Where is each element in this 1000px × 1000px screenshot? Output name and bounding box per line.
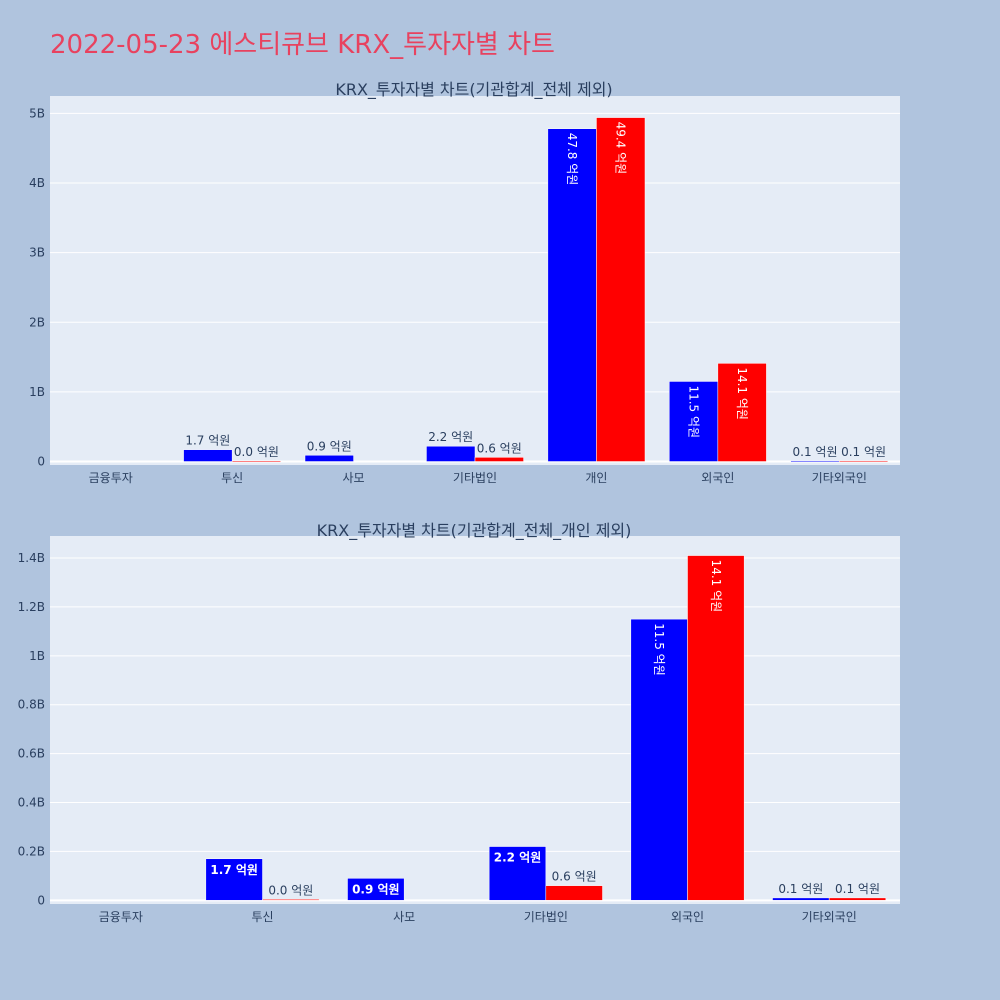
data-label: 0.0 억원 [268,883,313,897]
y-tick-label: 0.4B [18,796,45,810]
data-label: 2.2 억원 [428,430,473,444]
data-label: 0.1 억원 [778,882,823,896]
bar [669,381,719,462]
y-tick-label: 0.6B [18,747,45,761]
x-tick-label: 외국인 [671,910,704,924]
y-tick-label: 0 [37,455,45,469]
data-label: 14.1 억원 [709,560,723,613]
bar [231,460,281,463]
data-label: 14.1 억원 [735,367,749,420]
y-tick-label: 1.4B [18,551,45,565]
y-tick-label: 4B [29,176,45,190]
chart-bottom: KRX_투자자별 차트(기관합계_전체_개인 제외) 0 0.2B 0.4B 0.6B… [18,521,900,924]
data-label: 0.9 억원 [352,882,400,896]
bar [304,455,354,462]
y-tick-label: 0.2B [18,844,45,858]
x-tick-label: 기타외국인 [812,471,867,485]
bar [828,897,887,901]
chart-top: KRX_투자자별 차트(기관합계_전체 제외) 0 1B 2B 3B 4B 5B 금융투자 투… [29,80,900,485]
x-tick-label: 개인 [585,471,607,485]
x-tick-label: 투신 [251,910,273,924]
x-tick-label: 투신 [221,471,243,485]
bar [687,555,745,901]
bar [347,878,405,901]
plot-area [50,536,900,904]
data-label: 1.7 억원 [185,434,230,448]
data-label: 11.5 억원 [687,385,701,438]
plot-area [50,96,900,465]
y-tick-label: 0 [37,893,45,907]
page-title: 2022-05-23 에스티큐브 KRX_투자자별 차트 [50,30,555,60]
data-label: 0.0 억원 [234,445,279,459]
chart-title: KRX_투자자별 차트(기관합계_전체 제외) [335,80,612,100]
x-tick-label: 금융투자 [99,910,143,924]
data-label: 0.9 억원 [307,439,352,453]
x-tick-label: 기타법인 [453,471,497,485]
bar [596,117,646,462]
bar [545,885,603,901]
data-label: 0.1 억원 [841,445,886,459]
y-tick-label: 2B [29,315,45,329]
y-tick-label: 3B [29,246,45,260]
bar [183,449,233,462]
data-label: 0.6 억원 [552,870,597,884]
x-tick-label: 기타법인 [524,910,568,924]
data-label: 1.7 억원 [210,863,258,877]
y-tick-label: 5B [29,106,45,120]
y-tick-label: 1B [29,385,45,399]
data-label: 0.6 억원 [477,441,522,455]
chart-title: KRX_투자자별 차트(기관합계_전체_개인 제외) [317,521,632,541]
bar [488,846,547,901]
data-label: 2.2 억원 [494,851,542,865]
y-tick-label: 1.2B [18,600,45,614]
bar [717,363,767,462]
bar [205,858,263,901]
data-label: 0.1 억원 [793,445,838,459]
y-tick-label: 0.8B [18,698,45,712]
x-tick-label: 사모 [393,910,415,924]
bar [790,460,840,463]
x-tick-label: 기타외국인 [802,910,857,924]
bar [262,899,320,901]
y-tick-label: 1B [29,649,45,663]
bar [630,618,688,901]
bar [839,460,889,463]
x-tick-label: 금융투자 [89,471,133,485]
x-tick-label: 외국인 [701,471,734,485]
data-label: 47.8 억원 [565,133,579,186]
bar [772,897,830,901]
data-label: 49.4 억원 [614,122,628,175]
data-label: 11.5 억원 [652,623,666,676]
bar [474,457,524,462]
data-label: 0.1 억원 [835,882,880,896]
bar [426,445,476,462]
x-tick-label: 사모 [343,471,365,485]
